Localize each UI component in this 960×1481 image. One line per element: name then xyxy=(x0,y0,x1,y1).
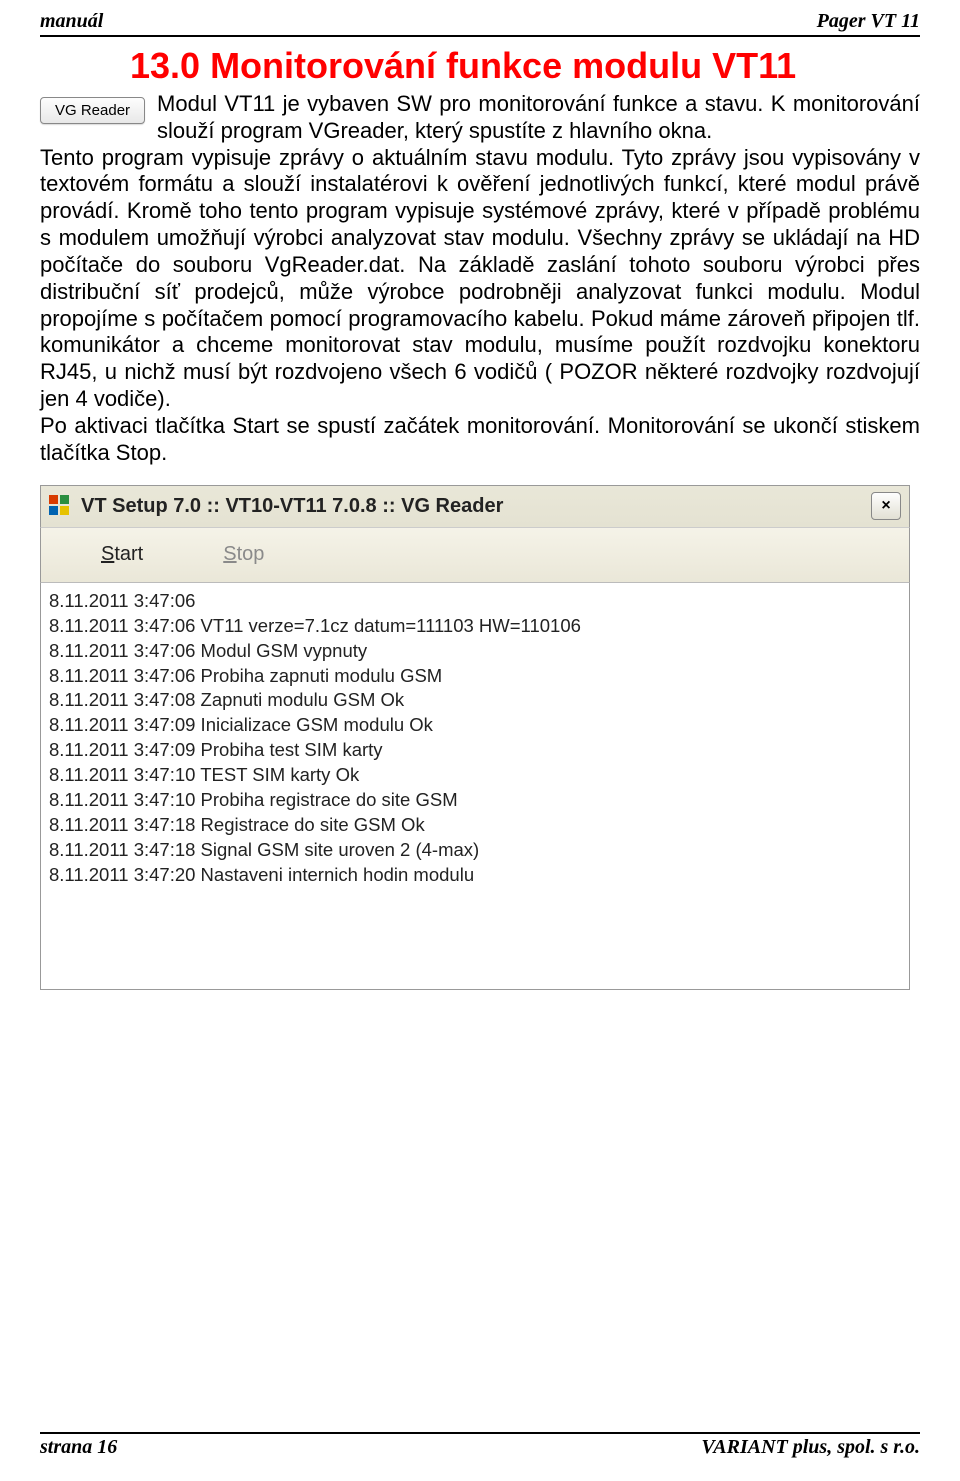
log-line: 8.11.2011 3:47:06 xyxy=(49,589,901,614)
windows-icon xyxy=(49,495,71,517)
log-line: 8.11.2011 3:47:18 Signal GSM site uroven… xyxy=(49,838,901,863)
log-line: 8.11.2011 3:47:10 TEST SIM karty Ok xyxy=(49,763,901,788)
close-icon: × xyxy=(881,497,890,515)
log-line: 8.11.2011 3:47:08 Zapnuti modulu GSM Ok xyxy=(49,688,901,713)
log-line: 8.11.2011 3:47:06 VT11 verze=7.1cz datum… xyxy=(49,614,901,639)
body-paragraph-2: Po aktivaci tlačítka Start se spustí zač… xyxy=(40,413,920,467)
vg-reader-window: VT Setup 7.0 :: VT10-VT11 7.0.8 :: VG Re… xyxy=(40,485,910,990)
body-text: Tento program vypisuje zprávy o aktuální… xyxy=(40,145,920,467)
page-footer: strana 16 VARIANT plus, spol. s r.o. xyxy=(40,1432,920,1459)
body-paragraph-1: Tento program vypisuje zprávy o aktuální… xyxy=(40,145,920,413)
intro-block: VG Reader Modul VT11 je vybaven SW pro m… xyxy=(40,91,920,145)
log-output: 8.11.2011 3:47:068.11.2011 3:47:06 VT11 … xyxy=(40,583,910,990)
start-button[interactable]: Start xyxy=(101,543,143,566)
log-line: 8.11.2011 3:47:18 Registrace do site GSM… xyxy=(49,813,901,838)
header-right: Pager VT 11 xyxy=(817,10,920,33)
intro-paragraph: Modul VT11 je vybaven SW pro monitorován… xyxy=(157,91,920,145)
start-label-tail: tart xyxy=(114,543,143,565)
page-header: manuál Pager VT 11 xyxy=(40,10,920,37)
log-line: 8.11.2011 3:47:09 Probiha test SIM karty xyxy=(49,738,901,763)
toolbar: Start Stop xyxy=(40,527,910,583)
log-line: 8.11.2011 3:47:20 Nastaveni internich ho… xyxy=(49,863,901,888)
window-title: VT Setup 7.0 :: VT10-VT11 7.0.8 :: VG Re… xyxy=(81,495,871,518)
footer-right: VARIANT plus, spol. s r.o. xyxy=(701,1436,920,1459)
stop-label-tail: top xyxy=(237,543,265,565)
log-line: 8.11.2011 3:47:06 Probiha zapnuti modulu… xyxy=(49,664,901,689)
log-line: 8.11.2011 3:47:10 Probiha registrace do … xyxy=(49,788,901,813)
window-titlebar: VT Setup 7.0 :: VT10-VT11 7.0.8 :: VG Re… xyxy=(40,485,910,527)
log-line: 8.11.2011 3:47:06 Modul GSM vypnuty xyxy=(49,639,901,664)
stop-button[interactable]: Stop xyxy=(223,543,264,566)
footer-left: strana 16 xyxy=(40,1436,117,1459)
section-title: 13.0 Monitorování funkce modulu VT11 xyxy=(130,45,920,87)
vg-reader-button[interactable]: VG Reader xyxy=(40,97,145,124)
intro-text: Modul VT11 je vybaven SW pro monitorován… xyxy=(157,91,920,145)
header-left: manuál xyxy=(40,10,103,33)
close-button[interactable]: × xyxy=(871,492,901,520)
page: manuál Pager VT 11 13.0 Monitorování fun… xyxy=(0,0,960,1481)
log-line: 8.11.2011 3:47:09 Inicializace GSM modul… xyxy=(49,713,901,738)
